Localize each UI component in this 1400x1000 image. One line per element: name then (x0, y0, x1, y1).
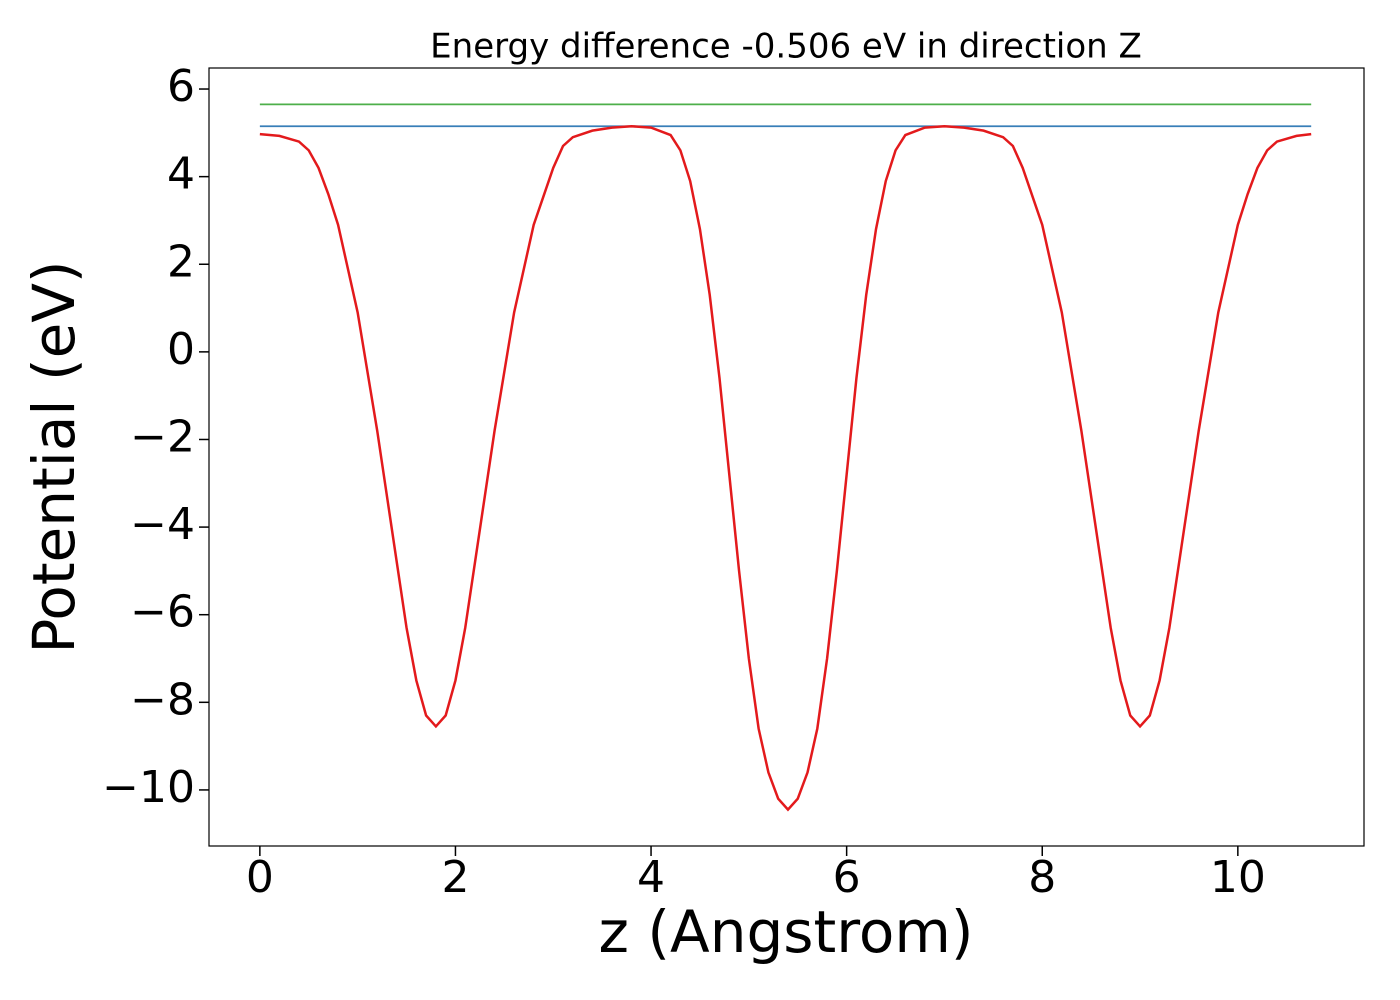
data-line (259, 125, 1312, 812)
y-tick-label: 4 (167, 149, 195, 200)
chart-title: Energy difference -0.506 eV in direction… (430, 27, 1142, 67)
y-tick-label: 6 (167, 61, 195, 112)
y-tick-label: 2 (167, 236, 195, 287)
y-tick-label: 0 (167, 324, 195, 375)
y-tick-label: −10 (102, 762, 195, 813)
x-tick-label: 10 (1210, 852, 1266, 903)
y-axis-label: Potential (eV) (20, 260, 88, 653)
x-tick-label: 4 (637, 852, 665, 903)
plot-frame (208, 67, 1365, 847)
y-tick-label: −2 (130, 411, 195, 462)
y-tick-label: −8 (130, 674, 195, 725)
x-tick-label: 0 (246, 852, 274, 903)
x-tick-label: 2 (441, 852, 469, 903)
y-tick-label: −4 (130, 499, 195, 550)
x-axis-label: z (Angstrom) (599, 898, 974, 966)
y-tick-label: −6 (130, 587, 195, 638)
x-tick-label: 6 (833, 852, 861, 903)
x-tick-label: 8 (1028, 852, 1056, 903)
